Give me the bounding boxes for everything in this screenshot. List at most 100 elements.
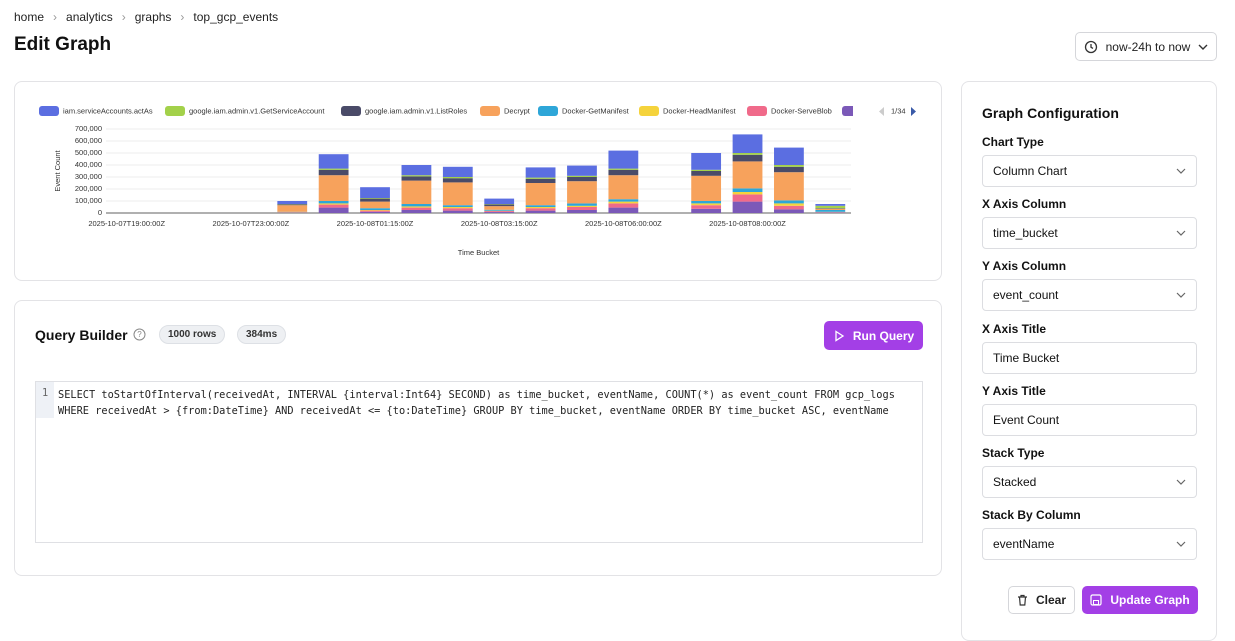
- y-tick-label: 400,000: [75, 160, 102, 169]
- bar-segment: [774, 148, 804, 165]
- bar-segment: [402, 165, 432, 175]
- field-label: Chart Type: [982, 135, 1044, 149]
- field-label: Stack By Column: [982, 508, 1081, 522]
- field-input[interactable]: event_count: [982, 279, 1197, 311]
- crumb[interactable]: home: [14, 10, 44, 24]
- y-tick-label: 700,000: [75, 124, 102, 133]
- clear-button[interactable]: Clear: [1008, 586, 1075, 614]
- bar-segment: [774, 203, 804, 205]
- bar-segment: [567, 210, 597, 213]
- bar-segment: [733, 192, 763, 194]
- time-range-picker[interactable]: now-24h to now: [1075, 32, 1217, 61]
- crumb[interactable]: graphs: [135, 10, 172, 24]
- bar-segment: [360, 210, 390, 211]
- bar-segment: [733, 188, 763, 192]
- bar-segment: [402, 210, 432, 213]
- play-icon: [833, 330, 845, 342]
- legend-label: google.iam.admin.v1.ListRoles: [365, 106, 467, 115]
- bar-segment: [402, 206, 432, 207]
- legend-label: Decrypt: [504, 106, 531, 115]
- time-badge: 384ms: [237, 325, 286, 344]
- field-label: Stack Type: [982, 446, 1044, 460]
- field-value: eventName: [993, 537, 1054, 551]
- bar-segment: [526, 205, 556, 207]
- bar-segment: [319, 205, 349, 208]
- x-tick-label: 2025-10-08T01:15:00Z: [337, 219, 414, 228]
- field-value: event_count: [993, 288, 1058, 302]
- bar-segment: [443, 205, 473, 207]
- bar-segment: [691, 153, 721, 170]
- bar-segment: [402, 204, 432, 206]
- legend-prev: [879, 107, 884, 116]
- bar-segment: [402, 208, 432, 210]
- bar-segment: [567, 177, 597, 181]
- trash-icon: [1017, 594, 1028, 606]
- y-tick-label: 0: [98, 208, 102, 217]
- bar-segment: [815, 204, 845, 206]
- x-tick-label: 2025-10-07T19:00:00Z: [88, 219, 165, 228]
- bar-segment: [360, 198, 390, 199]
- bar-segment: [526, 183, 556, 205]
- update-graph-button[interactable]: Update Graph: [1082, 586, 1198, 614]
- code-editor[interactable]: 1 SELECT toStartOfInterval(receivedAt, I…: [35, 381, 923, 543]
- run-query-label: Run Query: [853, 329, 914, 343]
- chevron: [1176, 167, 1186, 175]
- help-icon[interactable]: ?: [133, 328, 146, 341]
- query-card: Query Builder ? 1000 rows 384ms Run Quer…: [14, 300, 942, 576]
- field-input[interactable]: Column Chart: [982, 155, 1197, 187]
- config-panel: Graph Configuration Clear Update Graph C…: [961, 81, 1217, 641]
- field-input[interactable]: Event Count: [982, 404, 1197, 436]
- bar-segment: [691, 176, 721, 201]
- bar-segment: [484, 199, 514, 204]
- clock-icon: [1084, 40, 1098, 54]
- bar-segment: [733, 153, 763, 155]
- bar-segment: [733, 194, 763, 201]
- bar-segment: [608, 199, 638, 201]
- bar-segment: [319, 170, 349, 175]
- bar-segment: [443, 177, 473, 178]
- field-label: X Axis Title: [982, 322, 1046, 336]
- bar-segment: [608, 208, 638, 213]
- legend-label: Docker-ServeBlob: [771, 106, 832, 115]
- bar-segment: [567, 176, 597, 177]
- bar-segment: [443, 207, 473, 208]
- line-number: 1: [42, 387, 48, 399]
- crumb[interactable]: analytics: [66, 10, 113, 24]
- run-query-button[interactable]: Run Query: [824, 321, 923, 350]
- chevron: [1176, 540, 1186, 548]
- bar-segment: [319, 203, 349, 204]
- bar-segment: [360, 199, 390, 202]
- bar-segment: [319, 169, 349, 170]
- bar-segment: [526, 208, 556, 210]
- bar-segment: [608, 202, 638, 204]
- clear-label: Clear: [1036, 593, 1066, 607]
- breadcrumb: home›analytics›graphs›top_gcp_events: [14, 10, 278, 24]
- bar-segment: [815, 208, 845, 209]
- field-value: Time Bucket: [993, 351, 1059, 365]
- field-input[interactable]: Time Bucket: [982, 342, 1197, 374]
- bar-segment: [733, 202, 763, 213]
- bar-segment: [526, 167, 556, 177]
- bar-segment: [567, 207, 597, 210]
- chevron: [1176, 229, 1186, 237]
- y-tick-label: 100,000: [75, 196, 102, 205]
- field-input[interactable]: time_bucket: [982, 217, 1197, 249]
- bar-segment: [443, 211, 473, 213]
- bar-segment: [526, 211, 556, 213]
- bar-segment: [774, 167, 804, 172]
- bar-segment: [277, 204, 307, 205]
- query-text: SELECT toStartOfInterval(receivedAt, INT…: [58, 387, 895, 419]
- bar-segment: [402, 176, 432, 180]
- field-input[interactable]: eventName: [982, 528, 1197, 560]
- legend-next[interactable]: [911, 107, 916, 116]
- bar-segment: [691, 170, 721, 171]
- bar-segment: [526, 207, 556, 208]
- field-input[interactable]: Stacked: [982, 466, 1197, 498]
- legend-swatch: [747, 106, 767, 116]
- save-icon: [1090, 594, 1102, 606]
- svg-text:?: ?: [137, 330, 142, 339]
- bar-segment: [443, 167, 473, 177]
- legend-swatch: [165, 106, 185, 116]
